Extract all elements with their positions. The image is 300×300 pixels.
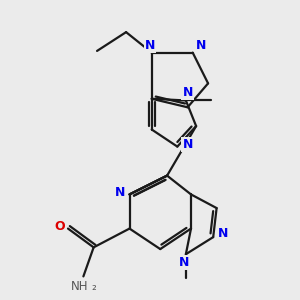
Text: N: N (218, 227, 228, 240)
Text: N: N (115, 186, 125, 199)
Text: N: N (182, 86, 193, 99)
Text: ₂: ₂ (91, 280, 96, 293)
Text: NH: NH (71, 280, 89, 293)
Text: O: O (54, 220, 65, 233)
Text: N: N (182, 138, 193, 152)
Text: N: N (196, 39, 206, 52)
Text: N: N (145, 39, 155, 52)
Text: N: N (179, 256, 189, 269)
